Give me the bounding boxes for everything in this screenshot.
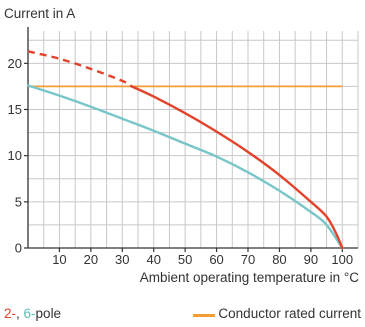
x-axis-label: Ambient operating temperature in °C	[139, 270, 359, 285]
x-tick-label: 20	[84, 252, 98, 267]
x-tick-label: 50	[178, 252, 192, 267]
x-tick-label: 90	[304, 252, 318, 267]
axes	[24, 27, 358, 252]
x-tick-label: 40	[146, 252, 160, 267]
x-tick-label: 10	[52, 252, 66, 267]
legend-6-pole: 6-	[23, 306, 36, 321]
x-tick-label: 30	[115, 252, 129, 267]
y-tick-label: 5	[15, 194, 22, 209]
legend-separator: ,	[16, 306, 24, 321]
grid	[28, 31, 359, 248]
x-tick-label: 100	[331, 252, 353, 267]
legend-series: 2-, 6-pole	[4, 306, 61, 321]
legend-2-pole: 2-	[4, 306, 17, 321]
y-tick-label: 15	[8, 102, 22, 117]
series-2-pole	[130, 85, 344, 250]
y-tick-label: 20	[8, 56, 22, 71]
legend-reference-swatch	[193, 314, 215, 317]
y-tick-label: 10	[8, 148, 22, 163]
x-tick-label: 80	[272, 252, 286, 267]
tick-labels: 0 5 10 15 20 10 20 30 40 50 60 70 80 90 100	[8, 56, 354, 267]
legend-reference: Conductor rated current	[218, 306, 361, 321]
y-tick-label: 0	[15, 241, 22, 256]
legend-pole-suffix: pole	[35, 306, 62, 321]
series	[26, 50, 344, 250]
series-6-pole	[26, 84, 344, 250]
y-axis-label: Current in A	[4, 6, 76, 21]
series-2-pole-dashed	[27, 50, 133, 88]
x-tick-label: 70	[241, 252, 255, 267]
x-tick-label: 60	[209, 252, 223, 267]
